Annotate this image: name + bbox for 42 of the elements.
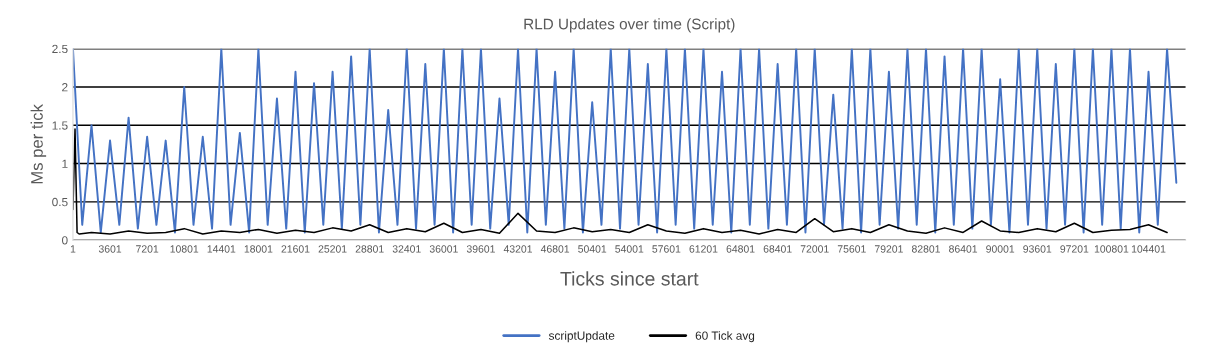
y-tick-label: 2.5 bbox=[52, 44, 68, 54]
y-tick-label: 0 bbox=[62, 236, 68, 245]
x-tick-label: 7201 bbox=[136, 245, 159, 253]
x-tick-label: 32401 bbox=[392, 245, 421, 253]
y-axis-title: Ms per tick bbox=[30, 104, 47, 184]
x-tick-label: 90001 bbox=[986, 245, 1015, 253]
chart-title: RLD Updates over time (Script) bbox=[524, 18, 735, 33]
x-tick-label: 72001 bbox=[800, 245, 829, 253]
legend-label: scriptUpdate bbox=[548, 331, 615, 343]
x-tick-label: 86401 bbox=[949, 245, 978, 253]
x-tick-label: 14401 bbox=[207, 245, 236, 253]
x-tick-label: 39601 bbox=[466, 245, 495, 253]
x-axis-title: Ticks since start bbox=[560, 271, 699, 286]
x-tick-label: 10801 bbox=[170, 245, 199, 253]
x-tick-label: 3601 bbox=[98, 245, 122, 253]
x-tick-label: 57601 bbox=[652, 245, 681, 253]
x-tick-label: 82801 bbox=[911, 245, 940, 253]
x-tick-label: 104401 bbox=[1131, 245, 1166, 253]
x-tick-label: 93601 bbox=[1023, 245, 1052, 253]
x-tick-label: 75601 bbox=[837, 245, 866, 253]
x-tick-label: 68401 bbox=[763, 245, 792, 253]
x-tick-label: 28801 bbox=[355, 245, 384, 253]
y-tick-label: 2 bbox=[62, 83, 68, 92]
x-tick-label: 50401 bbox=[578, 245, 607, 253]
x-tick-label: 36001 bbox=[429, 245, 458, 253]
x-tick-label: 64801 bbox=[726, 245, 755, 253]
x-tick-label: 97201 bbox=[1060, 245, 1089, 253]
y-tick-label: 1 bbox=[62, 159, 68, 168]
x-tick-label: 21601 bbox=[281, 245, 310, 253]
x-tick-label: 18001 bbox=[244, 245, 273, 253]
x-tick-label: 43201 bbox=[503, 245, 532, 253]
line-series bbox=[72, 48, 1178, 234]
x-tick-label: 61201 bbox=[689, 245, 718, 253]
x-tick-label: 1 bbox=[70, 245, 76, 253]
x-tick-label: 54001 bbox=[615, 245, 644, 253]
x-tick-label: 46801 bbox=[540, 245, 570, 253]
x-tick-label: 25201 bbox=[318, 245, 347, 253]
y-tick-label: 0.5 bbox=[52, 197, 68, 207]
y-tick-label: 1.5 bbox=[52, 121, 68, 130]
legend-label: 60 Tick avg bbox=[695, 331, 755, 343]
x-tick-label: 100801 bbox=[1094, 245, 1129, 253]
x-tick-label: 79201 bbox=[874, 245, 903, 253]
